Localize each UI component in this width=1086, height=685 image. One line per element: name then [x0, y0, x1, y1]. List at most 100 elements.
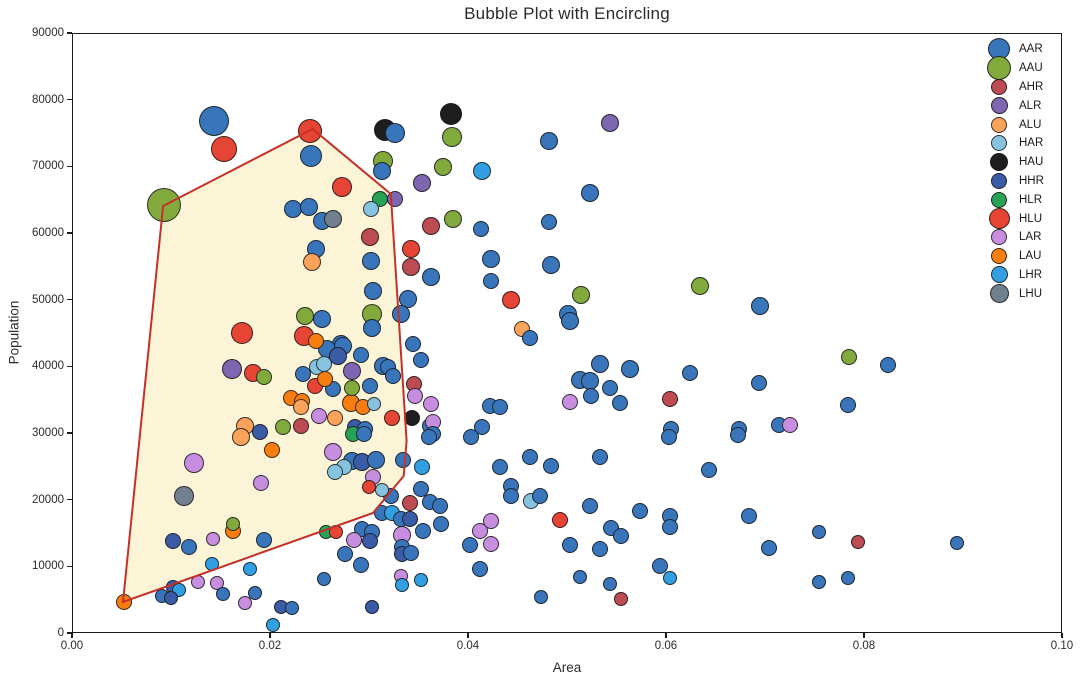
bubble-LAR: [346, 532, 363, 548]
bubble-AAR: [532, 488, 549, 504]
y-tick-label: 60000: [32, 227, 64, 239]
bubble-HLU: [501, 291, 520, 309]
bubble-LAR: [482, 513, 499, 529]
bubble-AAR: [180, 539, 197, 555]
bubble-LHU: [173, 486, 194, 506]
legend-item-LHU: LHU: [984, 284, 1062, 304]
bubble-AAR: [612, 528, 629, 544]
bubble-AAR: [316, 572, 331, 586]
legend-label: ALU: [1019, 118, 1042, 131]
chart-title: Bubble Plot with Encircling: [464, 4, 670, 23]
legend-label: LAR: [1019, 231, 1042, 244]
bubble-AAR: [471, 561, 488, 577]
y-axis-label: Population: [6, 300, 22, 365]
LHU-marker-icon: [989, 284, 1009, 304]
legend-label: HAR: [1019, 137, 1044, 150]
legend-item-AHR: AHR: [984, 78, 1062, 97]
bubble-AAR: [421, 429, 438, 445]
bubble-HAU: [403, 410, 420, 426]
LHR-marker-icon: [990, 266, 1008, 284]
bubble-AAR: [356, 426, 373, 442]
bubble-AAR: [751, 297, 770, 315]
legend-label: LHU: [1019, 287, 1043, 300]
x-axis-label: Area: [552, 660, 582, 675]
bubble-AAR: [741, 508, 758, 524]
LAR-marker-icon: [991, 229, 1007, 246]
x-tick-label: 0.04: [456, 640, 480, 652]
bubble-HLU: [552, 512, 569, 528]
x-tick-mark: [467, 633, 469, 638]
bubble-LAR: [406, 388, 423, 404]
bubble-AAR: [391, 305, 410, 323]
bubble-AAR: [481, 250, 500, 268]
bubble-HAR: [327, 464, 344, 480]
bubble-AAR: [652, 558, 669, 574]
x-tick-mark: [665, 633, 667, 638]
bubble-HAU: [440, 103, 463, 125]
bubble-LAU: [307, 333, 324, 349]
bubble-AAU: [274, 419, 291, 435]
bubble-AAR: [522, 330, 539, 346]
bubble-AAR: [542, 256, 561, 274]
bubble-ALU: [232, 428, 251, 446]
x-tick-mark: [71, 633, 73, 638]
HLR-marker-icon: [991, 191, 1007, 208]
bubble-AAR: [215, 587, 230, 601]
bubble-AAR: [366, 451, 385, 469]
plot-area: [72, 33, 1062, 633]
HAU-marker-icon: [990, 153, 1008, 172]
y-tick-label: 20000: [32, 493, 64, 506]
bubble-AHR: [613, 592, 628, 606]
AHR-marker-icon: [991, 78, 1007, 95]
legend-item-AAU: AAU: [984, 56, 1062, 81]
bubble-AAR: [491, 399, 508, 415]
bubble-LAU: [264, 442, 280, 458]
HLU-marker-icon: [988, 208, 1010, 230]
bubble-AAU: [147, 188, 182, 223]
legend-label: AAR: [1019, 43, 1043, 56]
bubble-AAR: [590, 355, 609, 373]
bubble-AAR: [841, 571, 856, 585]
bubble-AAR: [433, 516, 450, 532]
bubble-ALR: [386, 191, 403, 207]
legend-marker-box: [984, 116, 1014, 133]
bubble-LHR: [266, 618, 280, 632]
legend-label: HLU: [1019, 212, 1043, 225]
y-tick-label: 90000: [32, 27, 64, 39]
LAU-marker-icon: [991, 248, 1007, 265]
legend: AAR AAU AHR ALR ALU HAR HAU HHR HLR HLU LAR LAU LHR L…: [984, 38, 1062, 304]
bubble-AAR: [353, 347, 370, 363]
bubble-AHR: [292, 418, 309, 434]
bubble-AAR: [362, 378, 378, 394]
bubble-AHR: [401, 495, 418, 511]
bubble-AAR: [730, 427, 747, 443]
bubble-AAR: [414, 523, 431, 539]
legend-item-ALR: ALR: [984, 96, 1062, 115]
legend-label: HHR: [1019, 174, 1044, 187]
bubble-AAR: [256, 532, 273, 548]
bubble-HHR: [401, 511, 418, 527]
bubble-AAR: [681, 365, 698, 381]
legend-marker-box: [984, 191, 1014, 208]
bubble-AAR: [562, 537, 578, 553]
bubble-AAU: [442, 127, 463, 147]
bubble-AAR: [661, 429, 677, 445]
bubble-AAR: [463, 429, 479, 445]
bubble-AAR: [561, 312, 579, 330]
legend-marker-box: [984, 56, 1014, 81]
bubble-AHR: [361, 228, 379, 246]
bubble-AAR: [662, 519, 678, 535]
bubble-LAR: [253, 475, 270, 491]
bubble-LHR: [394, 577, 409, 592]
y-tick-label: 40000: [32, 360, 64, 373]
y-tick-label: 30000: [32, 427, 64, 439]
bubble-AAR: [572, 570, 587, 584]
x-tick-mark: [863, 633, 865, 638]
bubble-AAR: [364, 282, 382, 300]
bubble-AAR: [522, 449, 539, 465]
bubble-AAR: [482, 273, 499, 289]
y-tick-mark: [67, 632, 72, 634]
legend-marker-box: [984, 172, 1014, 189]
y-tick-mark: [67, 232, 72, 234]
